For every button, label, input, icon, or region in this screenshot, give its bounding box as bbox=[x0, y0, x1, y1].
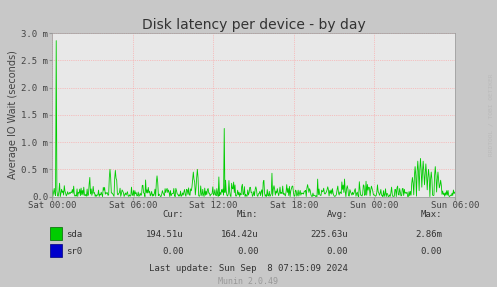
Text: Min:: Min: bbox=[237, 210, 258, 219]
Text: 0.00: 0.00 bbox=[421, 247, 442, 256]
Text: Max:: Max: bbox=[421, 210, 442, 219]
Text: 0.00: 0.00 bbox=[327, 247, 348, 256]
Text: Cur:: Cur: bbox=[163, 210, 184, 219]
Y-axis label: Average IO Wait (seconds): Average IO Wait (seconds) bbox=[8, 50, 18, 179]
Text: sr0: sr0 bbox=[66, 247, 82, 256]
Title: Disk latency per device - by day: Disk latency per device - by day bbox=[142, 18, 365, 32]
Text: Last update: Sun Sep  8 07:15:09 2024: Last update: Sun Sep 8 07:15:09 2024 bbox=[149, 264, 348, 273]
Text: 194.51u: 194.51u bbox=[146, 230, 184, 239]
Text: Avg:: Avg: bbox=[327, 210, 348, 219]
Text: 225.63u: 225.63u bbox=[310, 230, 348, 239]
Text: Munin 2.0.49: Munin 2.0.49 bbox=[219, 277, 278, 286]
Text: sda: sda bbox=[66, 230, 82, 239]
Text: 0.00: 0.00 bbox=[237, 247, 258, 256]
Text: 164.42u: 164.42u bbox=[221, 230, 258, 239]
Text: 0.00: 0.00 bbox=[163, 247, 184, 256]
Text: 2.86m: 2.86m bbox=[415, 230, 442, 239]
Text: RRDTOOL / TOBI OETIKER: RRDTOOL / TOBI OETIKER bbox=[488, 73, 493, 156]
